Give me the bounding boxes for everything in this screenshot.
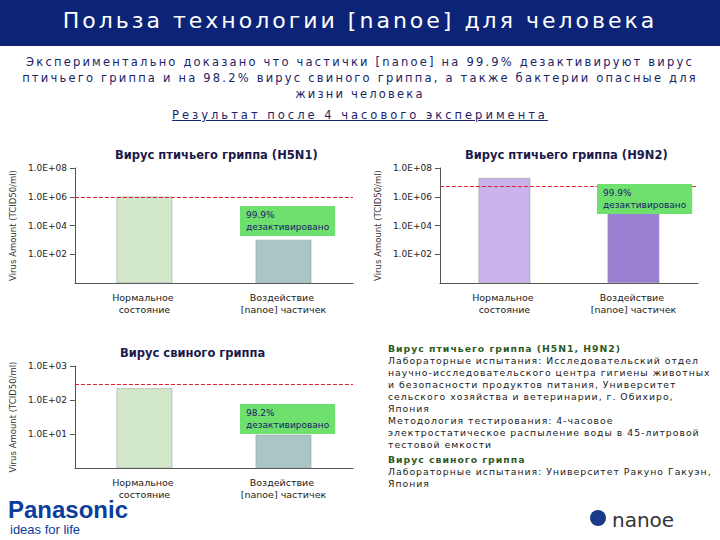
html-text:Лабораторные испытания: Исслед: Лабораторные испытания: Исследовательски… xyxy=(388,355,711,414)
svg-text:Воздействие: Воздействие xyxy=(600,292,667,303)
html-text:Польза технологии [nanoe] для: Польза технологии [nanoe] для человека xyxy=(62,8,658,33)
svg-text:Нормальное: Нормальное xyxy=(112,292,177,303)
svg-text:[nanoe] частичек: [nanoe] частичек xyxy=(591,304,677,315)
svg-text:1.0E+02: 1.0E+02 xyxy=(393,249,432,259)
svg-text:1.0E+06: 1.0E+06 xyxy=(28,192,67,202)
svg-text:1.0E+06: 1.0E+06 xyxy=(393,192,432,202)
html-text:Методология тестирования: 4-ча: Методология тестирования: 4-часовое элек… xyxy=(388,415,700,450)
svg-text:Вирус свиного гриппа: Вирус свиного гриппа xyxy=(120,346,265,360)
html-text:Результат после 4 часового экс: Результат после 4 часового эксперимента xyxy=(172,108,548,122)
svg-text:Virus Amount (TCID50/ml): Virus Amount (TCID50/ml) xyxy=(373,170,383,281)
svg-text:Нормальное: Нормальное xyxy=(472,292,537,303)
svg-text:98.2%: 98.2% xyxy=(246,408,275,418)
svg-text:[nanoe] частичек: [nanoe] частичек xyxy=(241,489,327,500)
html-text:Вирус свиного гриппа: Вирус свиного гриппа xyxy=(388,454,526,465)
svg-text:1.0E+08: 1.0E+08 xyxy=(393,163,432,173)
svg-text:1.0E+08: 1.0E+08 xyxy=(28,163,67,173)
svg-text:99.9%: 99.9% xyxy=(603,188,632,198)
svg-text:99.9%: 99.9% xyxy=(246,210,275,220)
svg-text:Virus Amount (TCID50/ml): Virus Amount (TCID50/ml) xyxy=(8,170,18,281)
svg-text:Virus Amount (TCID50/ml): Virus Amount (TCID50/ml) xyxy=(8,362,18,473)
svg-text:состояние: состояние xyxy=(118,488,171,500)
svg-text:1.0E+04: 1.0E+04 xyxy=(28,221,67,231)
svg-text:1.0E+04: 1.0E+04 xyxy=(393,221,432,231)
svg-text:Вирус птичьего гриппа (H9N2): Вирус птичьего гриппа (H9N2) xyxy=(465,148,668,162)
svg-text:1.0E+02: 1.0E+02 xyxy=(28,249,67,259)
svg-text:Нормальное: Нормальное xyxy=(112,477,177,488)
svg-text:состояние: состояние xyxy=(119,304,171,315)
svg-text:дезактивировано: дезактивировано xyxy=(246,420,330,430)
html-text:Лабораторные испытания: Универ: Лабораторные испытания: Университет Раку… xyxy=(388,466,712,489)
svg-text:дезактивировано: дезактивировано xyxy=(603,200,687,210)
html-text:ideas for life: ideas for life xyxy=(10,522,81,537)
svg-text:[nanoe] частичек: [nanoe] частичек xyxy=(241,304,327,315)
html-text:Вирус птичьего гриппа (H5N1, H: Вирус птичьего гриппа (H5N1, H9N2) xyxy=(388,343,622,354)
svg-text:1.0E+01: 1.0E+01 xyxy=(28,429,67,439)
svg-text:Воздействие: Воздействие xyxy=(250,292,317,303)
html-text:nanoe: nanoe xyxy=(612,508,675,532)
svg-text:Воздействие: Воздействие xyxy=(250,477,317,488)
svg-text:Вирус птичьего гриппа (H5N1): Вирус птичьего гриппа (H5N1) xyxy=(115,148,318,162)
svg-text:дезактивировано: дезактивировано xyxy=(246,222,330,232)
html-text:Экспериментально доказано что: Экспериментально доказано что частички [… xyxy=(22,55,698,101)
svg-text:1.0E+02: 1.0E+02 xyxy=(28,395,67,405)
svg-text:состояние: состояние xyxy=(479,304,531,315)
svg-text:1.0E+03: 1.0E+03 xyxy=(28,361,67,371)
html-text:Panasonic: Panasonic xyxy=(8,496,128,523)
